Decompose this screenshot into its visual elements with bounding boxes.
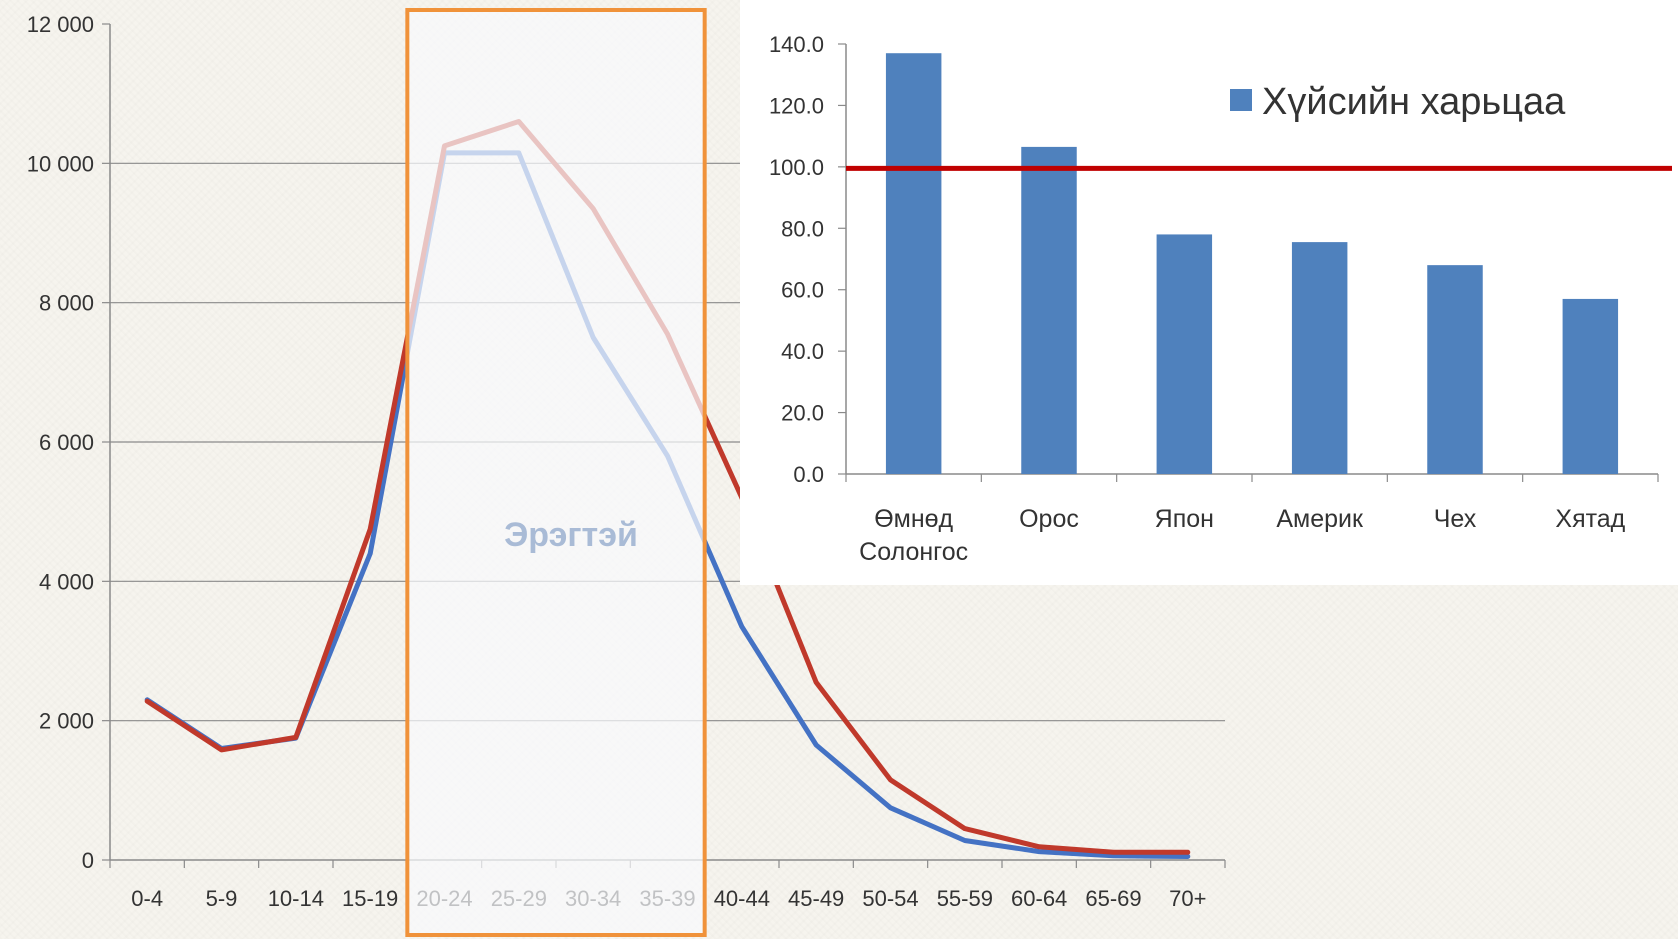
category-label: Орос <box>1019 505 1079 533</box>
inset-legend: Хүйсийн харьцаа <box>1230 81 1566 123</box>
bar <box>1291 242 1348 474</box>
y-tick-label: 2 000 <box>39 709 94 734</box>
bar <box>1427 265 1483 474</box>
inset-y-tick-label: 20.0 <box>781 401 824 426</box>
y-tick-label: 4 000 <box>39 569 94 594</box>
inset-y-tick-label: 80.0 <box>781 216 824 241</box>
y-tick-label: 6 000 <box>39 430 94 455</box>
category-label: Хятад <box>1555 505 1625 533</box>
y-tick-label: 8 000 <box>39 291 94 316</box>
x-tick-label: 10-14 <box>268 886 324 911</box>
legend-label: Хүйсийн харьцаа <box>1262 81 1566 123</box>
main-y-tick-labels: 0 2 000 4 000 6 000 8 000 10 000 12 000 <box>27 12 94 873</box>
x-tick-label: 0-4 <box>131 886 163 911</box>
x-tick-label: 55-59 <box>937 886 993 911</box>
inset-axes <box>838 43 1659 482</box>
y-tick-label: 0 <box>82 848 94 873</box>
legend-swatch <box>1230 89 1252 111</box>
x-tick-label: 50-54 <box>862 886 918 911</box>
category-label: Америк <box>1276 505 1364 533</box>
highlight-label: Эрэгтэй <box>504 516 638 554</box>
inset-y-tick-label: 140.0 <box>769 32 824 57</box>
x-tick-label: 45-49 <box>788 886 844 911</box>
bar <box>885 53 942 474</box>
bar <box>1562 298 1619 474</box>
inset-y-tick-label: 60.0 <box>781 278 824 303</box>
bar <box>1021 146 1077 474</box>
x-tick-label: 70+ <box>1169 886 1206 911</box>
inset-y-tick-label: 120.0 <box>769 93 824 118</box>
inset-category-labels: Өмнөд Солонгос Орос Япон Америк Чех Хятад <box>859 505 1625 566</box>
x-tick-label: 60-64 <box>1011 886 1067 911</box>
inset-y-tick-label: 100.0 <box>769 155 824 180</box>
x-tick-label: 65-69 <box>1085 886 1141 911</box>
x-tick-label: 15-19 <box>342 886 398 911</box>
category-label: Өмнөд Солонгос <box>859 505 968 566</box>
x-tick-label: 5-9 <box>206 886 238 911</box>
inset-y-tick-label: 40.0 <box>781 339 824 364</box>
y-tick-label: 10 000 <box>27 151 94 176</box>
category-label: Япон <box>1155 505 1214 533</box>
y-tick-label-top: 12 000 <box>27 12 94 37</box>
bar <box>1156 234 1213 474</box>
category-label: Чех <box>1434 505 1477 533</box>
x-tick-label: 40-44 <box>714 886 770 911</box>
inset-y-tick-labels: 0.0 20.0 40.0 60.0 80.0 100.0 120.0 140.0 <box>769 32 824 487</box>
highlight-box <box>405 8 707 937</box>
highlight-region: Эрэгтэй <box>405 8 707 937</box>
inset-bars <box>885 53 1619 474</box>
inset-y-tick-label: 0.0 <box>793 462 824 487</box>
